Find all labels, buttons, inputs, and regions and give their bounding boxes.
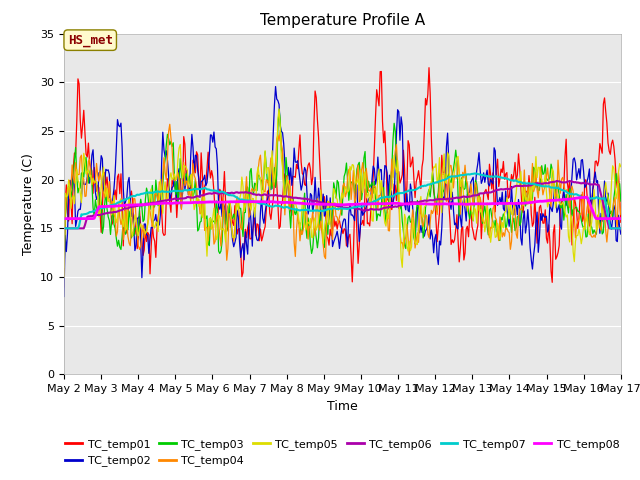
TC_temp03 [399, 228, 407, 234]
TC_temp05 [296, 226, 304, 232]
TC_temp01 [399, 172, 406, 178]
TC_temp05 [470, 204, 478, 210]
TC_temp06 [553, 178, 561, 184]
TC_temp08 [234, 199, 241, 204]
TC_temp03 [470, 199, 478, 204]
Line: TC_temp02: TC_temp02 [64, 86, 621, 297]
TC_temp05 [617, 164, 625, 169]
TC_temp02 [470, 197, 478, 203]
TC_temp04 [296, 238, 304, 244]
TC_temp08 [372, 201, 380, 206]
TC_temp08 [583, 194, 591, 200]
TC_temp05 [567, 212, 575, 218]
TC_temp02 [60, 294, 68, 300]
Line: TC_temp05: TC_temp05 [64, 109, 621, 267]
TC_temp04 [373, 193, 381, 199]
Line: TC_temp03: TC_temp03 [64, 109, 621, 277]
TC_temp06 [372, 206, 380, 212]
TC_temp02 [373, 176, 381, 181]
TC_temp01 [234, 231, 241, 237]
TC_temp04 [399, 246, 407, 252]
TC_temp06 [234, 190, 241, 195]
TC_temp01 [470, 236, 478, 241]
TC_temp04 [166, 121, 173, 127]
Line: TC_temp07: TC_temp07 [64, 173, 621, 228]
TC_temp05 [234, 197, 241, 203]
TC_temp03 [296, 220, 304, 226]
TC_temp03 [234, 195, 241, 201]
TC_temp01 [425, 65, 433, 71]
TC_temp02 [296, 177, 304, 183]
TC_temp02 [617, 231, 625, 237]
TC_temp07 [399, 190, 406, 196]
TC_temp05 [275, 106, 283, 112]
TC_temp04 [617, 212, 625, 217]
TC_temp07 [234, 195, 241, 201]
TC_temp01 [295, 147, 303, 153]
TC_temp06 [469, 192, 477, 198]
TC_temp02 [272, 84, 280, 89]
X-axis label: Time: Time [327, 400, 358, 413]
TC_temp04 [470, 194, 478, 200]
TC_temp08 [60, 216, 68, 221]
TC_temp08 [469, 201, 477, 207]
TC_temp06 [399, 202, 406, 208]
TC_temp01 [372, 114, 380, 120]
TC_temp05 [373, 195, 381, 201]
TC_temp06 [295, 195, 303, 201]
TC_temp01 [617, 219, 625, 225]
TC_temp05 [399, 239, 407, 245]
Line: TC_temp04: TC_temp04 [64, 124, 621, 277]
Text: HS_met: HS_met [68, 34, 113, 47]
Legend: TC_temp01, TC_temp02, TC_temp03, TC_temp04, TC_temp05, TC_temp06, TC_temp07, TC_: TC_temp01, TC_temp02, TC_temp03, TC_temp… [61, 434, 624, 471]
TC_temp07 [372, 198, 380, 204]
TC_temp01 [60, 284, 68, 289]
TC_temp04 [234, 203, 242, 208]
Title: Temperature Profile A: Temperature Profile A [260, 13, 425, 28]
TC_temp05 [60, 264, 68, 270]
TC_temp08 [399, 201, 406, 207]
TC_temp07 [567, 191, 575, 197]
TC_temp04 [60, 274, 68, 280]
TC_temp07 [470, 170, 478, 176]
TC_temp02 [399, 169, 407, 175]
TC_temp08 [617, 216, 625, 221]
TC_temp03 [373, 217, 381, 223]
TC_temp07 [469, 171, 477, 177]
TC_temp07 [617, 226, 625, 231]
TC_temp08 [566, 196, 573, 202]
TC_temp07 [295, 207, 303, 213]
Line: TC_temp08: TC_temp08 [64, 197, 621, 218]
TC_temp04 [567, 191, 575, 196]
TC_temp06 [617, 226, 625, 231]
Line: TC_temp06: TC_temp06 [64, 181, 621, 228]
TC_temp02 [567, 191, 575, 197]
TC_temp06 [60, 226, 68, 231]
Line: TC_temp01: TC_temp01 [64, 68, 621, 287]
TC_temp03 [567, 187, 575, 192]
TC_temp07 [60, 226, 68, 231]
TC_temp06 [567, 179, 575, 184]
TC_temp02 [234, 207, 241, 213]
TC_temp03 [60, 274, 68, 280]
TC_temp03 [275, 107, 283, 112]
TC_temp08 [295, 200, 303, 206]
TC_temp01 [567, 201, 575, 207]
Y-axis label: Temperature (C): Temperature (C) [22, 153, 35, 255]
TC_temp03 [617, 198, 625, 204]
